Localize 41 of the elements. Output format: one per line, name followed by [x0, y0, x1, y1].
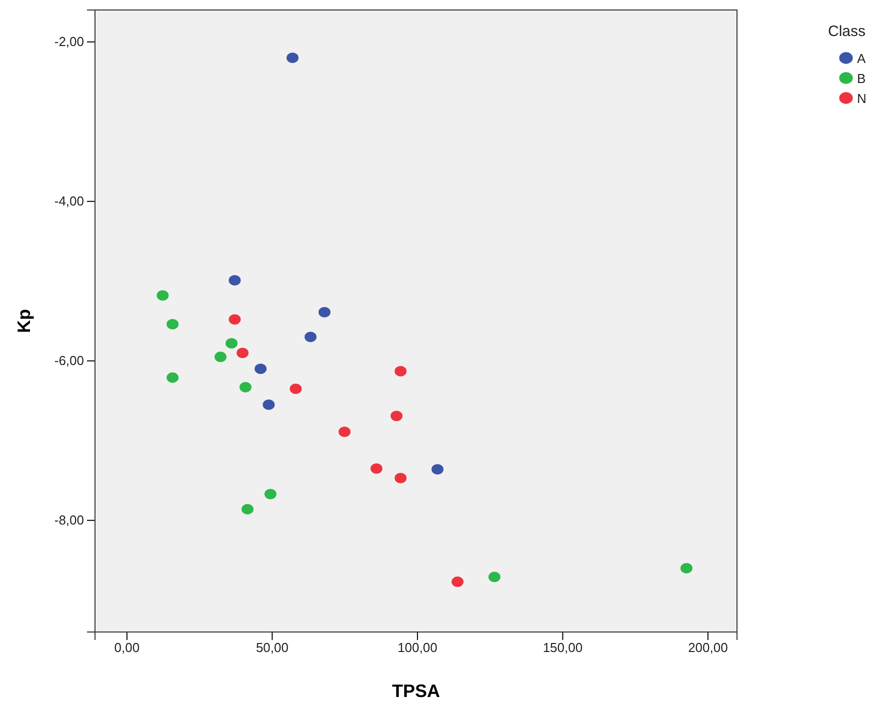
point: [680, 563, 692, 574]
point: [390, 410, 403, 422]
x-axis-title: TPSA: [392, 681, 440, 701]
y-tick-label: -8,00: [54, 512, 84, 528]
point: [226, 338, 238, 349]
point: [286, 52, 299, 64]
legend-label: B: [857, 71, 866, 86]
point: [394, 366, 407, 376]
point: [156, 290, 169, 301]
point: [166, 372, 179, 383]
y-tick-label: -6,00: [54, 353, 84, 368]
x-tick-label: 100,00: [398, 640, 438, 656]
x-tick-label: 0,00: [114, 640, 140, 656]
point: [318, 307, 330, 318]
point: [254, 364, 267, 374]
point: [228, 314, 241, 325]
point: [242, 504, 254, 514]
y-tick-label: -4,00: [54, 194, 84, 209]
legend-label: N: [857, 91, 866, 106]
point: [488, 572, 500, 582]
point: [304, 332, 317, 342]
x-tick-label: 50,00: [256, 640, 288, 656]
point: [214, 352, 226, 362]
point: [264, 488, 276, 500]
y-tick-label: -2,00: [54, 34, 84, 50]
point: [394, 472, 407, 484]
point: [166, 319, 179, 330]
legend-title: Class: [828, 23, 866, 40]
point: [236, 348, 249, 358]
point: [452, 576, 464, 587]
legend-label: A: [857, 51, 866, 66]
point: [290, 384, 302, 394]
x-tick-label: 200,00: [688, 640, 728, 656]
point: [370, 463, 382, 474]
y-axis-title: Kp: [14, 309, 34, 333]
point: [432, 464, 444, 475]
point: [338, 426, 351, 438]
point: [228, 275, 241, 286]
point: [239, 382, 252, 392]
x-tick-label: 150,00: [542, 640, 583, 656]
point: [262, 400, 275, 410]
